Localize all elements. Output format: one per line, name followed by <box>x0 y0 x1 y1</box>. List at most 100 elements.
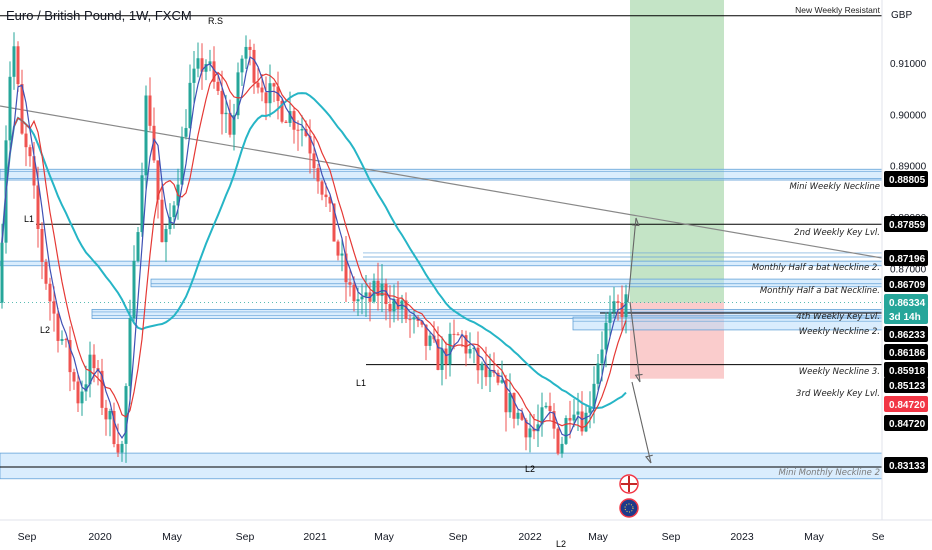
structure-marker-6: L2 <box>556 539 566 549</box>
candle-body <box>552 411 556 429</box>
candle-body <box>444 348 448 365</box>
candle-body <box>576 411 580 415</box>
price-tag-label: 0.84720 <box>889 419 926 430</box>
candle-body <box>556 428 560 454</box>
candle-body <box>380 283 384 296</box>
zone-label-3: 2nd Weekly Key Lvl. <box>794 228 880 238</box>
currency-label: GBP <box>891 10 912 21</box>
time-axis-label: Se <box>872 531 885 543</box>
eu-flag-stars <box>624 503 634 513</box>
candle-body <box>156 160 160 200</box>
candle-body <box>248 46 252 50</box>
candle-body <box>12 46 16 77</box>
candle-body <box>184 128 188 137</box>
candle-body <box>220 90 224 115</box>
candle-body <box>468 349 472 354</box>
structure-marker-4: L1 <box>356 378 366 388</box>
candle-body <box>388 304 392 312</box>
candle-body <box>320 181 324 195</box>
candle-body <box>84 384 88 392</box>
eu-flag-event-icon <box>619 498 639 518</box>
time-axis-label: 2023 <box>730 531 754 543</box>
zone-label-7: Weekly Neckline 2. <box>799 327 880 337</box>
candle-body <box>140 175 144 233</box>
candle-body <box>64 339 68 341</box>
candle-body <box>616 301 620 303</box>
candle-body <box>572 414 576 421</box>
time-axis-label: Sep <box>449 531 468 543</box>
candle-body <box>480 363 484 371</box>
candle-body <box>412 317 416 320</box>
price-tag-box <box>884 250 928 266</box>
candle-body <box>284 121 288 123</box>
time-axis-label: Sep <box>662 531 681 543</box>
candle-body <box>200 58 204 72</box>
support-resistance-zone-2 <box>0 260 882 267</box>
zone-label-6: 4th Weekly Key Lvl. <box>796 312 880 322</box>
candle-body <box>364 292 368 297</box>
price-tag-box <box>884 457 928 473</box>
candle-body <box>148 95 152 126</box>
candle-body <box>476 347 480 371</box>
candle-body <box>104 407 108 420</box>
candle-body <box>328 197 332 204</box>
candle-body <box>420 320 424 325</box>
candle-body <box>528 428 532 438</box>
candle-body <box>404 300 408 320</box>
candle-body <box>240 58 244 73</box>
candle-body <box>252 49 256 83</box>
price-tick-label: 0.89000 <box>890 162 927 173</box>
candle-body <box>80 391 84 404</box>
candle-body <box>560 443 564 454</box>
candle-body <box>428 335 432 346</box>
candle-body <box>124 386 128 444</box>
time-axis-label: 2020 <box>88 531 112 543</box>
candle-body <box>208 61 212 65</box>
candle-body <box>116 444 120 453</box>
candle-body <box>424 324 428 346</box>
candle-body <box>260 87 264 93</box>
candle-body <box>352 284 356 302</box>
candle-body <box>396 299 400 310</box>
price-tag-label: 0.83133 <box>889 461 926 472</box>
candle-body <box>520 412 524 420</box>
support-resistance-zone-3 <box>150 278 882 288</box>
candle-body <box>224 112 228 115</box>
candle-body <box>44 261 48 284</box>
price-tag-label: 0.87196 <box>889 254 926 265</box>
candle-body <box>324 194 328 198</box>
candle-body <box>608 312 612 323</box>
candle-body <box>312 153 316 169</box>
candle-body <box>624 294 628 318</box>
candle-body <box>32 156 36 186</box>
price-tag-box <box>884 276 928 292</box>
candle-body <box>28 147 32 157</box>
projection-arrow-down-2-head <box>644 454 653 464</box>
candle-body <box>500 380 504 383</box>
support-resistance-zone-4 <box>91 308 882 320</box>
candle-body <box>452 333 456 335</box>
price-tag-label: 0.86186 <box>889 348 926 359</box>
candle-body <box>212 61 216 82</box>
price-tag-box <box>884 171 928 187</box>
candle-body <box>264 92 268 104</box>
candle-body <box>100 370 104 408</box>
candle-body <box>348 282 352 285</box>
candle-body <box>316 168 320 182</box>
candle-body <box>448 333 452 365</box>
candle-body <box>228 112 232 135</box>
price-tag-label: 0.85123 <box>889 381 926 392</box>
candle-body <box>192 68 196 83</box>
candle-body <box>304 129 308 136</box>
price-tag-box <box>884 294 928 310</box>
candle-body <box>272 83 276 87</box>
price-tag-label: 0.87859 <box>889 220 926 231</box>
time-axis-label: Sep <box>18 531 37 543</box>
moving-average-fast <box>1 56 627 440</box>
price-tick-label: 0.91000 <box>890 59 927 70</box>
candle-body <box>456 334 460 336</box>
candle-body <box>536 424 540 432</box>
candle-body <box>544 405 548 408</box>
candle-body <box>172 205 176 218</box>
